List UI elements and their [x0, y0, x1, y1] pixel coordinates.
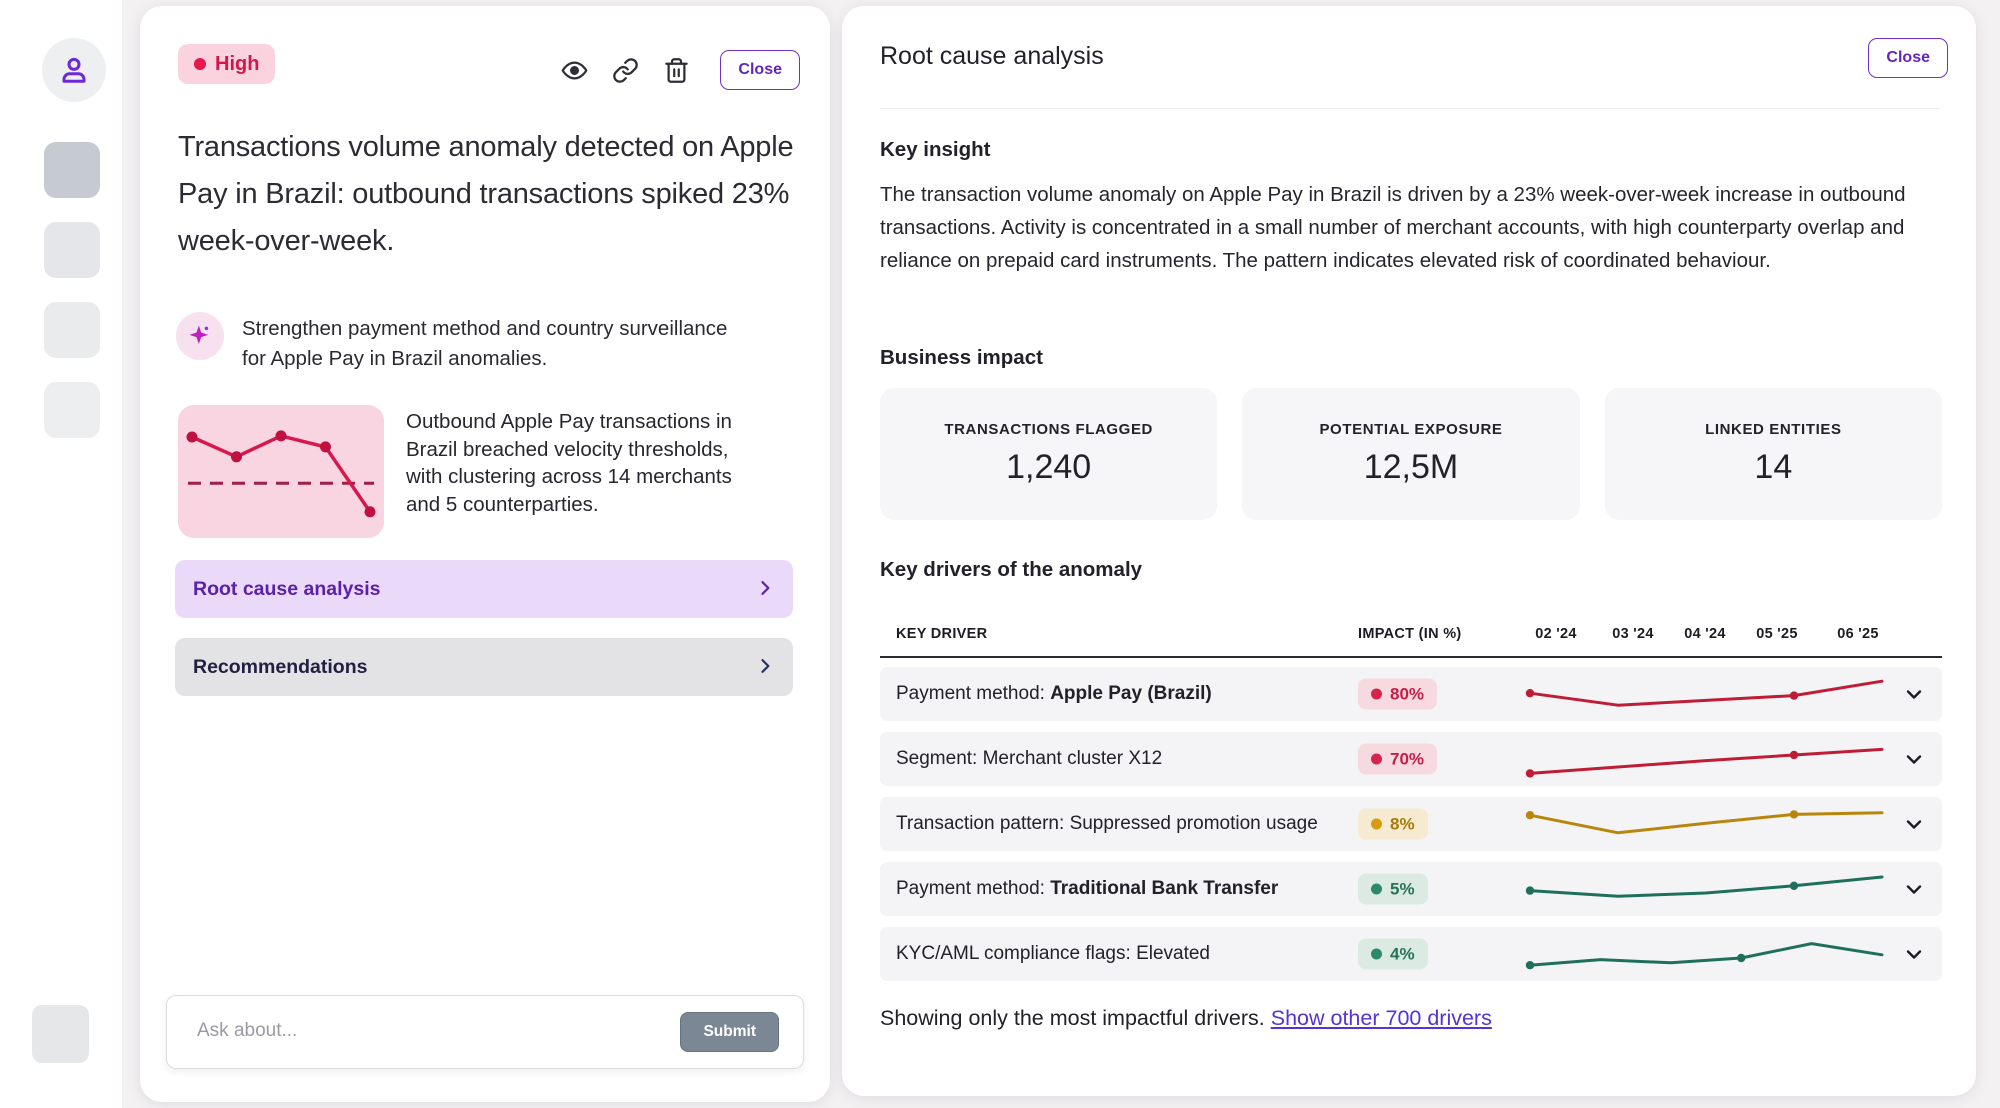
impact-value: 80% [1390, 684, 1425, 703]
metric-label: TRANSACTIONS FLAGGED [944, 421, 1153, 438]
driver-label: Segment: Merchant cluster X12 [896, 748, 1163, 769]
driver-trend-sparkline [1525, 942, 1884, 970]
impact-badge: 80% [1358, 678, 1438, 710]
ask-input[interactable] [175, 1004, 659, 1058]
alert-title: Transactions volume anomaly detected on … [178, 131, 794, 257]
ai-suggestion-text: Strengthen payment method and country su… [242, 317, 728, 370]
sidebar-item-placeholder[interactable] [44, 222, 100, 278]
impact-dot-icon [1371, 818, 1382, 830]
column-header-driver: KEY DRIVER [896, 626, 988, 642]
drivers-footer: Showing only the most impactful drivers.… [880, 1006, 1492, 1031]
severity-badge: High [178, 44, 276, 84]
driver-row[interactable]: Segment: Merchant cluster X12 70% [880, 732, 1942, 786]
impact-dot-icon [1371, 753, 1382, 765]
sidebar-item-placeholder[interactable] [44, 302, 100, 358]
metric-value: 1,240 [1006, 448, 1092, 486]
alert-chart-caption: Outbound Apple Pay transactions in Brazi… [406, 410, 732, 516]
sidebar-item-placeholder-bottom[interactable] [32, 1005, 89, 1063]
alert-close-button[interactable]: Close [720, 50, 800, 90]
chevron-down-icon[interactable] [1902, 747, 1926, 771]
user-avatar-button[interactable] [42, 38, 106, 102]
column-header-month: 05 '25 [1756, 626, 1798, 642]
column-header-month: 03 '24 [1612, 626, 1654, 642]
chevron-right-icon [755, 656, 775, 679]
driver-row[interactable]: Transaction pattern: Suppressed promotio… [880, 797, 1942, 851]
app-sidebar [0, 0, 122, 1108]
driver-label: Payment method: Traditional Bank Transfe… [896, 878, 1279, 899]
metric-label: POTENTIAL EXPOSURE [1319, 421, 1503, 438]
impact-value: 8% [1390, 814, 1415, 833]
sidebar-item-placeholder[interactable] [44, 142, 100, 198]
table-header: KEY DRIVER IMPACT (IN %) 02 '24 03 '24 04 … [880, 618, 1942, 658]
recommendations-button[interactable]: Recommendations [175, 638, 793, 696]
impact-badge: 8% [1358, 808, 1428, 840]
metric-card: LINKED ENTITIES 14 [1604, 388, 1942, 520]
driver-trend-sparkline [1525, 747, 1884, 778]
divider [880, 108, 1940, 109]
link-icon[interactable] [612, 57, 639, 84]
panel-close-button[interactable]: Close [1868, 38, 1948, 78]
show-other-drivers-link[interactable]: Show other 700 drivers [1270, 1006, 1492, 1030]
impact-dot-icon [1371, 688, 1382, 700]
root-cause-analysis-label: Root cause analysis [193, 577, 381, 600]
eye-icon[interactable] [561, 57, 588, 84]
impact-badge: 4% [1358, 938, 1428, 970]
sidebar-item-placeholder[interactable] [44, 382, 100, 438]
submit-button[interactable]: Submit [680, 1012, 779, 1052]
impact-dot-icon [1371, 883, 1382, 895]
ask-bar: Submit [166, 995, 804, 1069]
key-drivers-table: KEY DRIVER IMPACT (IN %) 02 '24 03 '24 04 … [880, 618, 1942, 981]
driver-label: KYC/AML compliance flags: Elevated [896, 943, 1211, 964]
metric-card: TRANSACTIONS FLAGGED 1,240 [880, 388, 1218, 520]
chevron-down-icon[interactable] [1902, 877, 1926, 901]
severity-dot-icon [194, 58, 206, 70]
driver-label: Payment method: Apple Pay (Brazil) [896, 683, 1212, 704]
user-icon [59, 55, 89, 85]
driver-label: Transaction pattern: Suppressed promotio… [896, 813, 1318, 834]
alert-card: High Close Transactions volume anomaly d… [140, 6, 830, 1102]
metric-card: POTENTIAL EXPOSURE 12,5M [1242, 388, 1580, 520]
recommendations-label: Recommendations [193, 655, 368, 678]
impact-value: 4% [1390, 944, 1415, 963]
panel-title: Root cause analysis [880, 42, 1104, 70]
chevron-right-icon [755, 578, 775, 601]
chevron-down-icon[interactable] [1902, 812, 1926, 836]
metric-value: 14 [1754, 448, 1793, 486]
column-header-impact: IMPACT (IN %) [1358, 626, 1462, 642]
drivers-footer-text: Showing only the most impactful drivers. [880, 1006, 1271, 1030]
impact-dot-icon [1371, 948, 1382, 960]
ai-suggestion: Strengthen payment method and country su… [176, 312, 756, 374]
driver-row[interactable]: Payment method: Traditional Bank Transfe… [880, 862, 1942, 916]
driver-trend-sparkline [1525, 875, 1884, 898]
key-insight-heading: Key insight [880, 138, 991, 161]
impact-value: 70% [1390, 749, 1425, 768]
column-header-month: 02 '24 [1535, 626, 1577, 642]
trash-icon[interactable] [663, 57, 690, 84]
sparkle-icon [176, 312, 224, 360]
impact-badge: 5% [1358, 873, 1428, 905]
severity-label: High [215, 52, 260, 75]
metric-value: 12,5M [1363, 448, 1459, 486]
metric-label: LINKED ENTITIES [1705, 421, 1842, 438]
alert-preview-chart [178, 405, 384, 538]
root-cause-analysis-button[interactable]: Root cause analysis [175, 560, 793, 618]
alert-toolbar: Close [561, 50, 800, 90]
impact-value: 5% [1390, 879, 1415, 898]
driver-trend-sparkline [1525, 810, 1884, 835]
chevron-down-icon[interactable] [1902, 942, 1926, 966]
column-header-month: 04 '24 [1684, 626, 1726, 642]
impact-badge: 70% [1358, 743, 1438, 775]
column-header-month: 06 '25 [1837, 626, 1879, 642]
sidebar-nav-list [44, 142, 100, 438]
key-drivers-heading: Key drivers of the anomaly [880, 558, 1143, 581]
key-insight-body: The transaction volume anomaly on Apple … [880, 183, 1906, 272]
chevron-down-icon[interactable] [1902, 682, 1926, 706]
business-impact-metrics: TRANSACTIONS FLAGGED 1,240 POTENTIAL EXP… [880, 388, 1942, 520]
business-impact-heading: Business impact [880, 346, 1043, 369]
driver-row[interactable]: KYC/AML compliance flags: Elevated 4% [880, 927, 1942, 981]
driver-row[interactable]: Payment method: Apple Pay (Brazil) 80% [880, 667, 1942, 721]
driver-trend-sparkline [1525, 679, 1884, 707]
root-cause-panel: Root cause analysis Close Key insight Th… [842, 6, 1976, 1096]
driver-rows: Payment method: Apple Pay (Brazil) 80% S… [880, 667, 1942, 981]
